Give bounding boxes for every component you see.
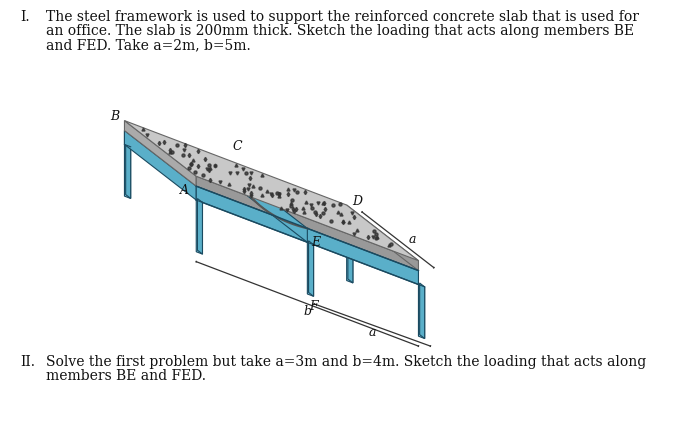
Polygon shape: [126, 143, 131, 198]
Polygon shape: [347, 205, 419, 271]
Polygon shape: [136, 137, 406, 264]
Text: members BE and FED.: members BE and FED.: [46, 369, 206, 383]
Text: a: a: [368, 326, 376, 340]
Polygon shape: [124, 145, 131, 198]
Polygon shape: [308, 242, 314, 296]
Polygon shape: [196, 176, 419, 271]
Polygon shape: [236, 173, 308, 242]
Polygon shape: [124, 131, 196, 200]
Text: B: B: [110, 110, 120, 123]
Text: The steel framework is used to support the reinforced concrete slab that is used: The steel framework is used to support t…: [46, 10, 639, 24]
Text: A: A: [180, 184, 189, 197]
Polygon shape: [347, 229, 353, 283]
Polygon shape: [308, 241, 314, 296]
Text: I.: I.: [20, 10, 30, 24]
Text: D: D: [352, 195, 362, 208]
Text: an office. The slab is 200mm thick. Sketch the loading that acts along members B: an office. The slab is 200mm thick. Sket…: [46, 24, 634, 38]
Text: II.: II.: [20, 355, 35, 369]
Text: Solve the first problem but take a=3m and b=4m. Sketch the loading that acts alo: Solve the first problem but take a=3m an…: [46, 355, 646, 369]
Text: b: b: [303, 305, 311, 318]
Polygon shape: [124, 120, 419, 261]
Text: C: C: [233, 140, 242, 153]
Polygon shape: [124, 120, 196, 186]
Polygon shape: [347, 215, 419, 285]
Polygon shape: [196, 186, 419, 285]
Text: F: F: [309, 300, 317, 313]
Text: a: a: [408, 233, 416, 246]
Polygon shape: [124, 131, 347, 229]
Polygon shape: [196, 200, 203, 254]
Polygon shape: [348, 227, 353, 283]
Polygon shape: [419, 285, 425, 338]
Polygon shape: [419, 283, 425, 338]
Polygon shape: [197, 198, 203, 254]
Text: E: E: [312, 236, 321, 249]
Text: and FED. Take a=2m, b=5m.: and FED. Take a=2m, b=5m.: [46, 38, 250, 52]
